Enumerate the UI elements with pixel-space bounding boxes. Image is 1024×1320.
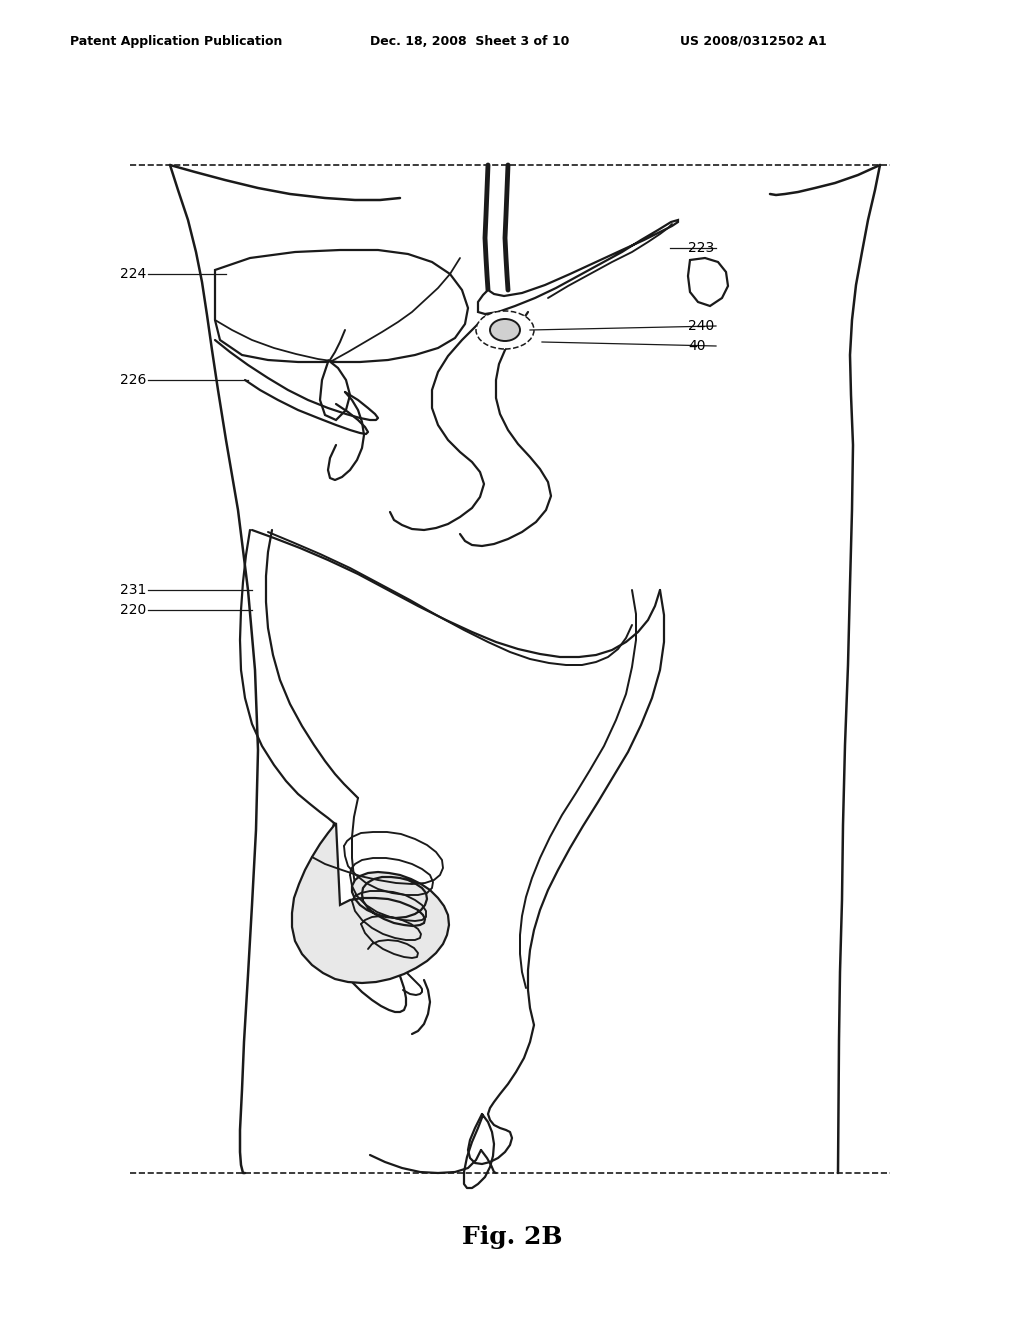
Polygon shape: [478, 220, 678, 314]
Text: Dec. 18, 2008  Sheet 3 of 10: Dec. 18, 2008 Sheet 3 of 10: [370, 36, 569, 48]
Text: 231: 231: [120, 583, 146, 597]
Text: 223: 223: [688, 242, 715, 255]
Text: Patent Application Publication: Patent Application Publication: [70, 36, 283, 48]
Polygon shape: [319, 360, 350, 420]
Text: US 2008/0312502 A1: US 2008/0312502 A1: [680, 36, 826, 48]
Text: Fig. 2B: Fig. 2B: [462, 1225, 562, 1249]
Ellipse shape: [476, 312, 534, 348]
Ellipse shape: [490, 319, 520, 341]
Text: 240: 240: [688, 319, 715, 333]
Text: 40: 40: [688, 339, 706, 352]
Polygon shape: [292, 822, 449, 983]
Polygon shape: [215, 249, 468, 362]
Text: 220: 220: [120, 603, 146, 616]
Text: 226: 226: [120, 374, 146, 387]
Polygon shape: [688, 257, 728, 306]
Text: 224: 224: [120, 267, 146, 281]
